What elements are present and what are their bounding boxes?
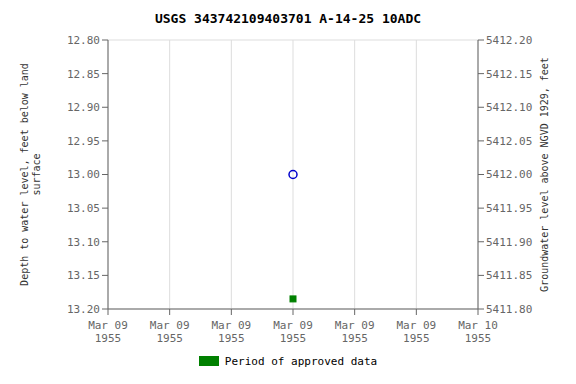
svg-text:13.00: 13.00 xyxy=(67,168,100,181)
svg-text:12.85: 12.85 xyxy=(67,68,100,81)
svg-text:Mar 091955: Mar 091955 xyxy=(273,319,313,345)
svg-text:Mar 101955: Mar 101955 xyxy=(458,319,498,345)
svg-text:Mar 091955: Mar 091955 xyxy=(211,319,251,345)
svg-text:13.05: 13.05 xyxy=(67,202,100,215)
svg-text:5412.05: 5412.05 xyxy=(486,135,532,148)
svg-text:5412.15: 5412.15 xyxy=(486,68,532,81)
svg-text:Depth to water level, feet bel: Depth to water level, feet below landsur… xyxy=(19,63,42,286)
svg-text:12.80: 12.80 xyxy=(67,34,100,47)
svg-text:Mar 091955: Mar 091955 xyxy=(88,319,128,345)
svg-text:13.20: 13.20 xyxy=(67,303,100,316)
svg-text:Groundwater level above NGVD 1: Groundwater level above NGVD 1929, feet xyxy=(539,57,550,292)
svg-text:Mar 091955: Mar 091955 xyxy=(335,319,375,345)
svg-text:5412.10: 5412.10 xyxy=(486,101,532,114)
svg-text:13.10: 13.10 xyxy=(67,236,100,249)
svg-text:Mar 091955: Mar 091955 xyxy=(396,319,436,345)
html-text:Period of approved data: Period of approved data xyxy=(224,354,378,368)
svg-text:12.95: 12.95 xyxy=(67,135,100,148)
svg-text:13.15: 13.15 xyxy=(67,269,100,282)
svg-text:5412.20: 5412.20 xyxy=(486,34,532,47)
svg-text:5411.95: 5411.95 xyxy=(486,202,532,215)
svg-text:5412.00: 5412.00 xyxy=(486,168,532,181)
html-text:USGS 343742109403701 A-14-25 1: USGS 343742109403701 A-14-25 10ADC xyxy=(154,11,421,26)
svg-text:5411.85: 5411.85 xyxy=(486,269,532,282)
svg-text:5411.90: 5411.90 xyxy=(486,236,532,249)
svg-text:12.90: 12.90 xyxy=(67,101,100,114)
svg-text:Mar 091955: Mar 091955 xyxy=(150,319,190,345)
svg-text:5411.80: 5411.80 xyxy=(486,303,532,316)
